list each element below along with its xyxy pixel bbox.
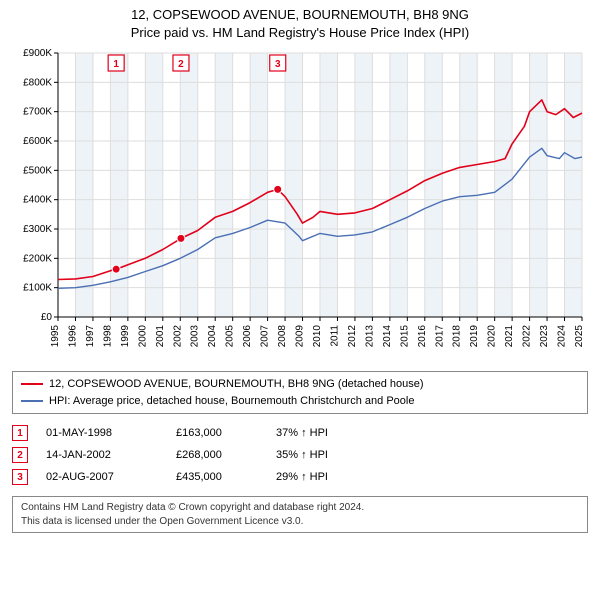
attribution-line: This data is licensed under the Open Gov… [21,515,579,529]
svg-text:2008: 2008 [277,325,288,348]
sale-price: £268,000 [176,449,276,461]
attribution: Contains HM Land Registry data © Crown c… [12,496,588,533]
sale-price: £435,000 [176,471,276,483]
svg-text:1999: 1999 [120,325,131,348]
sale-date: 02-AUG-2007 [46,471,176,483]
svg-text:2011: 2011 [329,325,340,347]
svg-text:2022: 2022 [522,325,533,348]
svg-text:2018: 2018 [452,325,463,348]
legend-label: 12, COPSEWOOD AVENUE, BOURNEMOUTH, BH8 9… [49,376,424,393]
legend-label: HPI: Average price, detached house, Bour… [49,393,414,410]
svg-text:2023: 2023 [539,325,550,348]
legend-item: 12, COPSEWOOD AVENUE, BOURNEMOUTH, BH8 9… [21,376,579,393]
sales-table: 1 01-MAY-1998 £163,000 37% ↑ HPI 2 14-JA… [12,422,588,488]
svg-text:£600K: £600K [23,136,52,147]
table-row: 2 14-JAN-2002 £268,000 35% ↑ HPI [12,444,588,466]
svg-text:£300K: £300K [23,224,52,235]
sale-delta: 29% ↑ HPI [276,471,396,483]
svg-text:2013: 2013 [364,325,375,348]
chart-area: 1995 1996 1997 1998 1999 2000 2001 2002 2003 2004… [12,45,588,365]
sale-marker-icon: 2 [12,447,28,463]
svg-text:1996: 1996 [67,325,78,348]
svg-text:£700K: £700K [23,107,52,118]
svg-text:2001: 2001 [155,325,166,348]
legend: 12, COPSEWOOD AVENUE, BOURNEMOUTH, BH8 9… [12,371,588,414]
svg-text:2: 2 [178,59,184,70]
legend-swatch-hpi [21,400,43,402]
svg-text:1998: 1998 [102,325,113,348]
line-chart-svg: 1995 1996 1997 1998 1999 2000 2001 2002 2003 2004… [12,45,588,365]
svg-text:2024: 2024 [557,325,568,348]
svg-text:3: 3 [275,59,281,70]
svg-text:2014: 2014 [382,325,393,348]
table-row: 3 02-AUG-2007 £435,000 29% ↑ HPI [12,466,588,488]
svg-text:2000: 2000 [137,325,148,348]
svg-text:2003: 2003 [190,325,201,348]
svg-text:2021: 2021 [504,325,515,348]
svg-text:£800K: £800K [23,77,52,88]
svg-text:2012: 2012 [347,325,358,348]
svg-text:1: 1 [113,59,119,70]
svg-text:2017: 2017 [434,325,445,348]
svg-text:2002: 2002 [172,325,183,348]
svg-text:2005: 2005 [225,325,236,348]
svg-text:£0: £0 [41,312,53,323]
svg-text:2007: 2007 [260,325,271,348]
svg-text:£100K: £100K [23,283,52,294]
sale-delta: 37% ↑ HPI [276,427,396,439]
svg-text:£200K: £200K [23,253,52,264]
title-line2: Price paid vs. HM Land Registry's House … [0,24,600,42]
svg-text:£400K: £400K [23,195,52,206]
sale-price: £163,000 [176,427,276,439]
chart-title-block: 12, COPSEWOOD AVENUE, BOURNEMOUTH, BH8 9… [0,0,600,41]
svg-text:1997: 1997 [85,325,96,348]
svg-text:2009: 2009 [295,325,306,348]
svg-text:2010: 2010 [312,325,323,348]
svg-text:£500K: £500K [23,165,52,176]
title-line1: 12, COPSEWOOD AVENUE, BOURNEMOUTH, BH8 9… [0,6,600,24]
svg-text:£900K: £900K [23,48,52,59]
svg-text:2015: 2015 [399,325,410,348]
svg-text:2019: 2019 [469,325,480,348]
svg-text:2020: 2020 [487,325,498,348]
sale-marker-icon: 1 [12,425,28,441]
svg-text:2006: 2006 [242,325,253,348]
svg-text:2016: 2016 [417,325,428,348]
attribution-line: Contains HM Land Registry data © Crown c… [21,501,579,515]
legend-swatch-property [21,383,43,385]
sale-delta: 35% ↑ HPI [276,449,396,461]
svg-text:1995: 1995 [50,325,61,348]
sale-marker-icon: 3 [12,469,28,485]
table-row: 1 01-MAY-1998 £163,000 37% ↑ HPI [12,422,588,444]
sale-date: 01-MAY-1998 [46,427,176,439]
svg-text:2025: 2025 [574,325,585,348]
svg-text:2004: 2004 [207,325,218,348]
sale-date: 14-JAN-2002 [46,449,176,461]
legend-item: HPI: Average price, detached house, Bour… [21,393,579,410]
